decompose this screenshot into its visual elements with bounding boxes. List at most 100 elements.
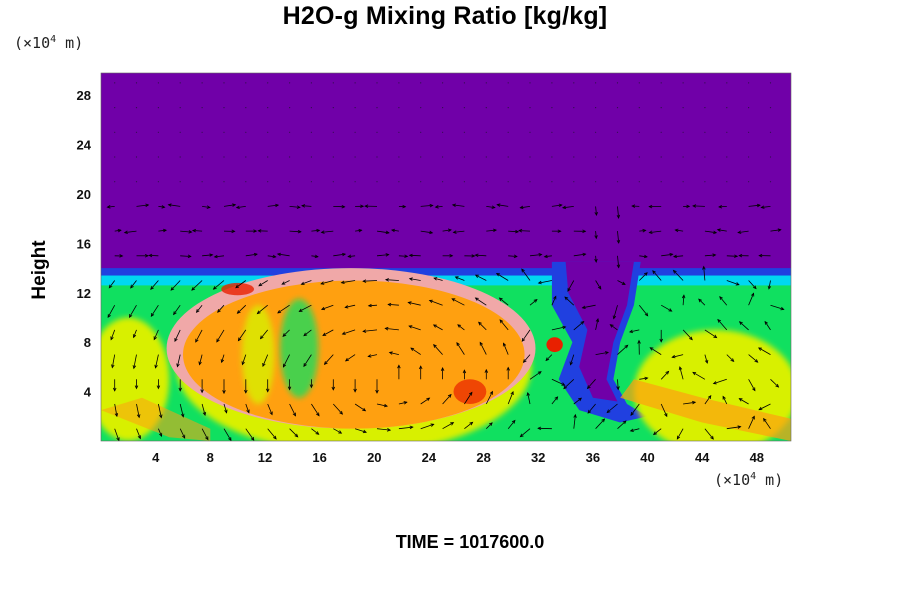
wind-vector: [132, 329, 137, 339]
calm-vector-dot: [595, 156, 597, 158]
calm-vector-dot: [442, 156, 444, 158]
wind-vector-shaft: [202, 206, 210, 208]
wind-vector: [551, 229, 562, 233]
calm-vector-dot: [748, 131, 750, 133]
wind-vector: [376, 428, 392, 432]
wind-vector-shaft: [486, 422, 493, 429]
wind-vector-shaft: [201, 403, 206, 416]
wind-vector: [289, 403, 296, 417]
wind-vector: [573, 229, 587, 233]
wind-vector-shaft: [348, 255, 356, 257]
wind-vector-head: [236, 310, 241, 314]
wind-vector: [616, 206, 621, 219]
wind-vector: [573, 413, 577, 429]
wind-vector: [154, 354, 159, 369]
wind-vector-head: [630, 411, 634, 416]
wind-vector-head: [717, 318, 722, 323]
calm-vector-dot: [726, 156, 728, 158]
wind-vector-shaft: [682, 295, 685, 306]
wind-vector: [595, 280, 602, 290]
wind-vector-head: [652, 270, 656, 274]
wind-vector-head: [112, 387, 117, 392]
wind-vector-shaft: [717, 229, 727, 232]
wind-vector: [551, 203, 563, 208]
wind-vector-head: [187, 254, 192, 259]
wind-vector-head: [161, 205, 166, 209]
wind-vector: [123, 230, 137, 234]
wind-vector-head: [734, 254, 739, 258]
wind-vector-head: [198, 361, 202, 366]
wind-vector-head: [153, 336, 157, 341]
wind-vector-head: [303, 363, 307, 368]
wind-vector-shaft: [237, 304, 247, 314]
wind-vector: [289, 229, 302, 234]
wind-vector: [506, 366, 510, 380]
wind-vector: [244, 379, 248, 394]
calm-vector-dot: [310, 181, 312, 183]
wind-vector-head: [173, 311, 177, 316]
wind-vector: [179, 428, 186, 439]
wind-vector-shaft: [433, 344, 443, 355]
wind-vector-shaft: [478, 322, 487, 331]
calm-vector-dot: [201, 82, 203, 84]
wind-vector-shaft: [420, 423, 434, 430]
wind-vector-shaft: [573, 321, 584, 331]
wind-vector-head: [496, 203, 501, 207]
wind-vector: [704, 230, 718, 235]
wind-vector: [648, 204, 662, 209]
calm-vector-dot: [660, 156, 662, 158]
calm-vector-dot: [682, 107, 684, 109]
wind-vector-shaft: [503, 343, 509, 355]
wind-vector: [153, 329, 159, 341]
calm-vector-dot: [420, 181, 422, 183]
wind-vector: [738, 253, 749, 258]
wind-vector: [683, 204, 691, 209]
y-tick-label: 28: [77, 88, 91, 103]
wind-vector: [191, 280, 203, 291]
wind-vector-shaft: [282, 329, 290, 337]
wind-vector-shaft: [499, 319, 509, 331]
wind-vector-shaft: [363, 329, 378, 332]
calm-vector-dot: [354, 82, 356, 84]
calm-vector-dot: [179, 82, 181, 84]
calm-vector-dot: [529, 181, 531, 183]
wind-vector-head: [538, 253, 543, 257]
calm-vector-dot: [485, 156, 487, 158]
wind-vector-head: [451, 298, 456, 302]
wind-vector-head: [222, 390, 226, 395]
wind-vector-head: [235, 284, 240, 289]
calm-vector-dot: [223, 107, 225, 109]
wind-vector: [362, 279, 378, 283]
wind-vector: [639, 228, 647, 233]
wind-vector-head: [780, 306, 785, 311]
calm-vector-dot: [114, 156, 116, 158]
wind-vector-head: [454, 276, 459, 280]
wind-vector-shaft: [158, 206, 165, 208]
wind-vector-head: [129, 313, 133, 318]
wind-vector-shaft: [267, 255, 276, 258]
wind-vector-shaft: [133, 329, 137, 338]
wind-vector: [726, 354, 735, 363]
wind-vector-shaft: [726, 280, 740, 286]
wind-vector-shaft: [455, 276, 465, 281]
calm-vector-dot: [551, 131, 553, 133]
wind-vector-shaft: [385, 279, 399, 281]
x-axis-unit: (×104 m): [714, 471, 783, 489]
wind-vector-head: [648, 204, 653, 209]
wind-vector: [245, 403, 250, 414]
wind-vector-shaft: [567, 280, 575, 292]
wind-vector: [129, 304, 137, 318]
wind-vector: [551, 295, 557, 306]
wind-vector-head: [338, 430, 343, 434]
wind-vector: [200, 379, 204, 394]
wind-vector-head: [582, 229, 587, 233]
wind-vector: [485, 390, 493, 405]
x-tick-label: 4: [152, 450, 160, 465]
wind-vector: [564, 296, 575, 306]
wind-vector: [277, 304, 290, 314]
wind-vector: [201, 403, 207, 416]
calm-vector-dot: [507, 156, 509, 158]
wind-vector: [158, 228, 168, 233]
wind-vector: [748, 354, 759, 363]
wind-vector: [106, 205, 115, 209]
